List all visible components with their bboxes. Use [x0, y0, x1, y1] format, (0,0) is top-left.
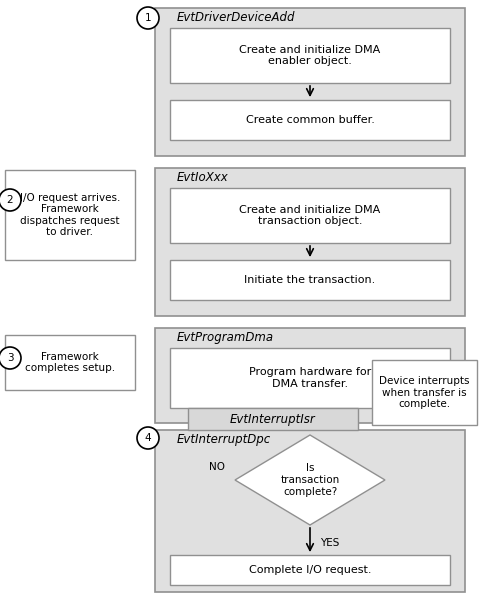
Bar: [170, 260, 450, 300]
Bar: [5, 170, 135, 260]
Bar: [155, 328, 465, 423]
Bar: [155, 168, 465, 316]
Bar: [170, 188, 450, 243]
Text: I/O request arrives.
Framework
dispatches request
to driver.: I/O request arrives. Framework dispatche…: [20, 193, 120, 237]
Circle shape: [137, 427, 159, 449]
Text: YES: YES: [320, 538, 339, 548]
Bar: [188, 408, 358, 430]
Text: Program hardware for
DMA transfer.: Program hardware for DMA transfer.: [249, 367, 371, 389]
Text: EvtDriverDeviceAdd: EvtDriverDeviceAdd: [177, 11, 295, 24]
Text: EvtProgramDma: EvtProgramDma: [177, 331, 274, 344]
Text: 2: 2: [7, 195, 13, 205]
Bar: [155, 8, 465, 156]
Circle shape: [137, 7, 159, 29]
Text: Create common buffer.: Create common buffer.: [245, 115, 375, 125]
Bar: [155, 430, 465, 592]
Text: EvtInterruptDpc: EvtInterruptDpc: [177, 433, 271, 446]
Text: Is
transaction
complete?: Is transaction complete?: [281, 464, 340, 497]
Text: EvtIoXxx: EvtIoXxx: [177, 171, 229, 184]
Text: 3: 3: [7, 353, 13, 363]
Text: Device interrupts
when transfer is
complete.: Device interrupts when transfer is compl…: [379, 376, 470, 409]
Text: 4: 4: [145, 433, 151, 443]
Text: EvtInterruptIsr: EvtInterruptIsr: [230, 413, 316, 425]
Bar: [170, 28, 450, 83]
Bar: [170, 100, 450, 140]
Text: 1: 1: [145, 13, 151, 23]
Text: Create and initialize DMA
enabler object.: Create and initialize DMA enabler object…: [240, 45, 381, 66]
Text: Create and initialize DMA
transaction object.: Create and initialize DMA transaction ob…: [240, 205, 381, 226]
Bar: [170, 348, 450, 408]
Circle shape: [0, 347, 21, 369]
Circle shape: [0, 189, 21, 211]
Text: NO: NO: [209, 462, 225, 472]
Bar: [170, 555, 450, 585]
Text: Framework
completes setup.: Framework completes setup.: [25, 352, 115, 373]
Text: Complete I/O request.: Complete I/O request.: [249, 565, 371, 575]
Polygon shape: [235, 435, 385, 525]
Bar: [5, 335, 135, 390]
Bar: [372, 360, 477, 425]
Text: Initiate the transaction.: Initiate the transaction.: [244, 275, 375, 285]
